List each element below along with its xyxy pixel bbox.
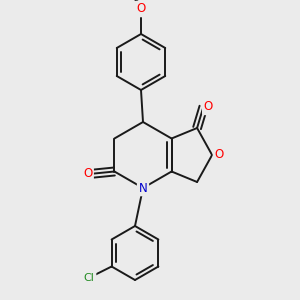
Text: O: O (136, 2, 146, 16)
Text: O: O (204, 100, 213, 113)
Text: O: O (214, 148, 224, 161)
Text: Cl: Cl (84, 273, 95, 283)
Text: O: O (83, 167, 92, 180)
Text: N: N (139, 182, 147, 194)
